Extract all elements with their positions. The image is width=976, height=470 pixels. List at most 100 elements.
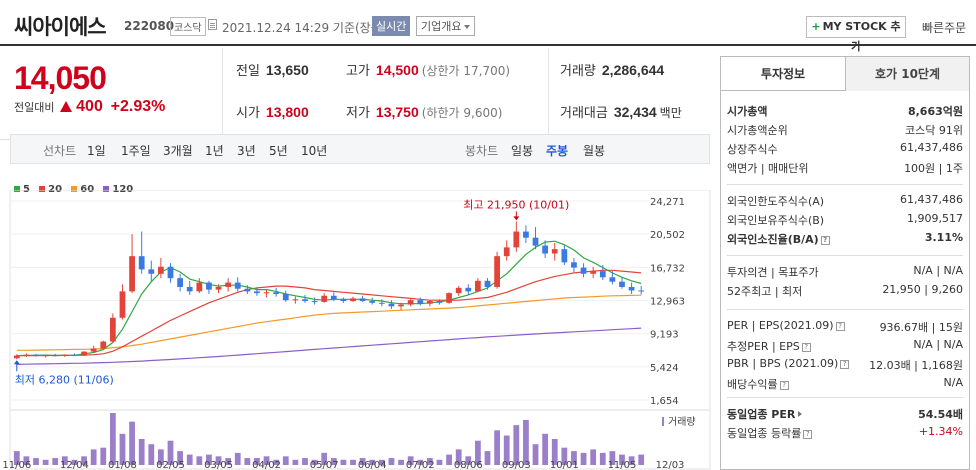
quick-order-link[interactable]: 빠른주문 (922, 21, 967, 35)
info-row: 동일업종 PER 54.54배 (727, 406, 963, 422)
candle-body (234, 282, 241, 289)
up-triangle-icon (60, 101, 73, 112)
candle-body (378, 302, 385, 304)
company-info-dropdown[interactable]: 기업개요 (416, 16, 476, 36)
tab-investment-info[interactable]: 투자정보 (760, 67, 806, 81)
help-icon[interactable]: ? (835, 322, 845, 331)
info-row-label: 상장주식수 (727, 143, 778, 156)
add-mystock-button[interactable]: + MY STOCK 추가 (806, 16, 906, 53)
volume-bar (590, 449, 597, 465)
help-icon[interactable]: ? (840, 360, 850, 369)
info-row-value: 61,437,486 (900, 193, 963, 206)
candle-body (407, 300, 414, 305)
candle-body (398, 304, 404, 307)
volume-bar (311, 459, 318, 465)
candle-body (119, 291, 126, 318)
volume-bar (484, 451, 491, 465)
open-label: 시가 (236, 106, 260, 121)
x-tick-label: 05/07 (310, 460, 339, 470)
candle (455, 286, 462, 296)
stock-chart[interactable]: 24,271 20,502 16,732 12,963 9,193 5,424 1,654 거… (0, 190, 712, 470)
info-row: PBR | BPS (2021.09)? 12.03배 | 1,168원 (727, 357, 963, 373)
volume-bar (388, 458, 395, 465)
candle (619, 277, 625, 289)
candle-body (52, 355, 59, 357)
candle-body (254, 291, 260, 294)
help-icon[interactable]: ? (820, 236, 830, 245)
candle-body (571, 262, 577, 268)
candle (388, 300, 395, 309)
candle (321, 293, 328, 303)
document-icon[interactable] (208, 19, 217, 30)
candle-body (503, 247, 510, 257)
candle-daily[interactable]: 일봉 (511, 144, 534, 158)
candle (23, 353, 30, 357)
candle-body (590, 271, 597, 274)
period-5y[interactable]: 5년 (269, 144, 288, 158)
candle (33, 353, 39, 357)
period-3y[interactable]: 3년 (237, 144, 256, 158)
high-value: 14,500 (375, 62, 419, 78)
candle-monthly[interactable]: 월봉 (583, 144, 606, 158)
info-row-label: 52주최고 | 최저 (727, 285, 803, 298)
volume-bar (263, 456, 270, 465)
volume-bar (446, 454, 452, 465)
candle-body (282, 294, 289, 301)
volume-bar (359, 458, 366, 465)
volume-bar (119, 433, 126, 465)
info-row: 외국인한도주식수(A) 61,437,486 (727, 193, 963, 209)
period-10y[interactable]: 10년 (301, 144, 328, 158)
candle (158, 257, 164, 279)
candle-body (225, 282, 232, 287)
x-tick-label: 03/05 (204, 460, 233, 470)
volume-bar (225, 458, 232, 465)
candle (138, 231, 145, 274)
candle (292, 296, 299, 304)
period-1d[interactable]: 1일 (87, 144, 106, 158)
candle (13, 354, 20, 360)
candle-body (455, 287, 462, 294)
candle (590, 266, 597, 279)
candle-weekly[interactable]: 주봉 (546, 144, 569, 158)
period-3m[interactable]: 3개월 (163, 144, 193, 158)
help-icon[interactable]: ? (779, 381, 789, 390)
open-value: 13,800 (265, 104, 309, 120)
period-1y[interactable]: 1년 (205, 144, 224, 158)
candle (215, 284, 222, 294)
candle-body (426, 301, 433, 304)
min-price-label: 최저 6,280 (11/06) (15, 373, 114, 386)
candle-body (609, 277, 616, 282)
candle (359, 295, 366, 302)
candle (263, 289, 270, 298)
info-row: 동일업종 등락률? +1.34% (727, 425, 963, 441)
amount-label: 거래대금 (560, 106, 608, 121)
y-tick-label: 24,271 (650, 197, 685, 208)
candle-body (81, 351, 87, 356)
x-tick-label: 02/05 (156, 460, 185, 470)
candle-body (388, 303, 395, 307)
info-row-label: 시가총액 (727, 105, 768, 118)
candle (571, 257, 577, 273)
y-axis: 24,271 20,502 16,732 12,963 9,193 5,424 1,654 거… (650, 197, 696, 428)
candle (484, 278, 491, 290)
candle (436, 299, 443, 305)
help-icon[interactable]: ? (801, 343, 811, 352)
candle-body (90, 348, 97, 352)
volume-bar (532, 444, 539, 465)
volume-bar (551, 439, 558, 465)
help-icon[interactable]: ? (803, 430, 813, 439)
info-row: 시가총액순위 코스닥 91위 (727, 122, 963, 138)
volume-bar (215, 456, 222, 465)
info-row: 외국인보유주식수(B) 1,909,517 (727, 212, 963, 228)
chevron-right-icon[interactable] (798, 411, 803, 417)
candle (599, 264, 606, 280)
volume-bar (138, 439, 145, 465)
info-row-label: 외국인소진율(B/A)? (727, 231, 830, 247)
period-1w[interactable]: 1주일 (121, 144, 151, 158)
realtime-badge[interactable]: 실시간 (372, 16, 411, 36)
line-chart-label: 선차트 (43, 144, 77, 158)
candle-body (109, 317, 116, 342)
info-row-label: 외국인보유주식수(B) (727, 214, 825, 227)
candle-body (369, 301, 376, 303)
tab-order-book[interactable]: 호가 10단계 (845, 57, 969, 91)
